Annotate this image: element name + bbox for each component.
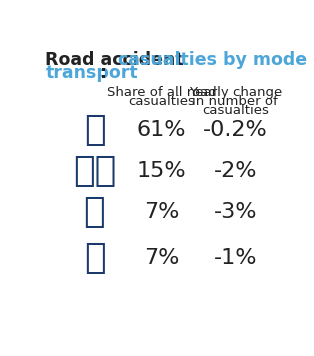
Text: 🚶🚶: 🚶🚶 (73, 153, 117, 188)
Text: Yearly change: Yearly change (189, 86, 282, 99)
Text: 🚗: 🚗 (84, 113, 106, 147)
Text: 15%: 15% (137, 161, 187, 180)
Text: casualties: casualties (202, 104, 269, 117)
Text: in number of: in number of (192, 95, 278, 108)
Text: 7%: 7% (144, 248, 179, 268)
Text: -3%: -3% (214, 202, 257, 222)
Text: 🏍️: 🏍️ (84, 195, 106, 229)
Text: transport: transport (46, 64, 138, 82)
Text: 🚲: 🚲 (84, 241, 106, 275)
Text: -0.2%: -0.2% (203, 120, 268, 140)
Text: casualties by mode of: casualties by mode of (117, 51, 314, 69)
Text: -2%: -2% (214, 161, 257, 180)
Text: 61%: 61% (137, 120, 187, 140)
Text: Road accident: Road accident (46, 51, 190, 69)
Text: -1%: -1% (214, 248, 257, 268)
Text: Share of all road: Share of all road (107, 86, 217, 99)
Text: 7%: 7% (144, 202, 179, 222)
Text: :: : (100, 64, 108, 82)
Text: casualties: casualties (128, 95, 195, 108)
